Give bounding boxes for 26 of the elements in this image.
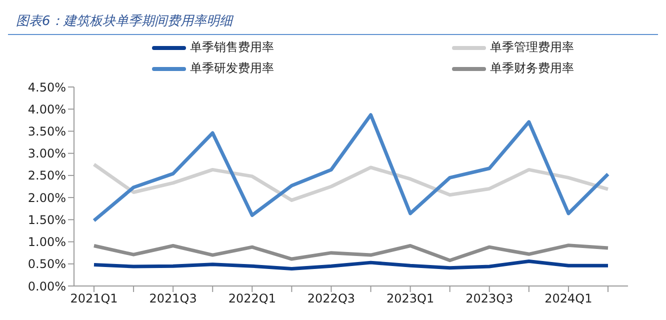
x-tick-label: 2022Q1 — [228, 292, 276, 306]
x-tick-label: 2021Q1 — [70, 292, 118, 306]
legend-label: 单季财务费用率 — [490, 60, 574, 77]
x-tick-label: 2022Q3 — [307, 292, 356, 306]
y-tick-label: 1.50% — [28, 212, 66, 227]
y-tick-label: 2.00% — [28, 190, 66, 205]
y-tick-label: 0.50% — [28, 257, 66, 272]
line-series — [92, 244, 610, 262]
chart-title: 图表6：建筑板块单季期间费用率明细 — [8, 8, 658, 35]
x-tick-label: 2024Q1 — [544, 292, 592, 306]
x-tick-label: 2023Q3 — [466, 292, 514, 306]
x-tick-label: 2021Q3 — [149, 292, 197, 306]
x-tick-label: 2023Q1 — [386, 292, 434, 306]
line-series — [92, 162, 610, 202]
legend-label: 单季管理费用率 — [490, 39, 574, 56]
legend-label: 单季研发费用率 — [190, 60, 274, 77]
y-tick-label: 0.00% — [28, 279, 66, 294]
y-tick-label: 3.00% — [28, 146, 66, 161]
y-tick-label: 4.00% — [28, 102, 66, 116]
y-tick-label: 1.00% — [28, 235, 66, 250]
y-tick-label: 3.50% — [28, 124, 66, 138]
y-tick-label: 2.50% — [28, 168, 66, 183]
legend-label: 单季销售费用率 — [190, 39, 274, 56]
line-series — [92, 113, 610, 222]
line-series — [92, 259, 610, 271]
y-tick-label: 4.50% — [28, 80, 66, 94]
